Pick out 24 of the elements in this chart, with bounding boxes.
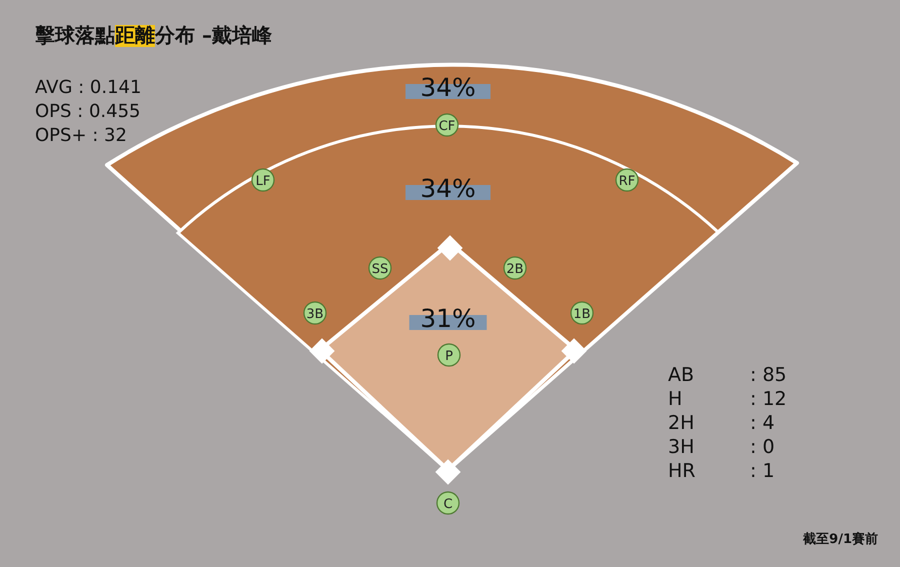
text: HR (668, 460, 696, 482)
position-marker: SS (368, 256, 392, 280)
text: 擊球落點距離分布 –戴培峰 (35, 23, 273, 47)
position-marker: C (436, 491, 460, 515)
position-marker: 3B (303, 301, 327, 325)
text: H (668, 388, 682, 410)
text: OPS+ : 32 (35, 125, 127, 146)
text: AVG : 0.141 (35, 77, 142, 98)
text: AB (668, 364, 694, 386)
text: 3H (668, 436, 694, 458)
position-marker: 1B (570, 301, 594, 325)
position-marker: RF (615, 168, 639, 192)
position-marker: CF (435, 113, 459, 137)
text: 2H (668, 412, 694, 434)
text: : 4 (750, 412, 775, 434)
text: OPS : 0.455 (35, 101, 140, 122)
position-marker: LF (251, 168, 275, 192)
position-marker: 2B (503, 256, 527, 280)
text: : 85 (750, 364, 787, 386)
text: 截至9/1賽前 (802, 531, 878, 547)
text: : 12 (750, 388, 787, 410)
text: : 0 (750, 436, 775, 458)
position-marker: P (437, 343, 461, 367)
text: : 1 (750, 460, 775, 482)
